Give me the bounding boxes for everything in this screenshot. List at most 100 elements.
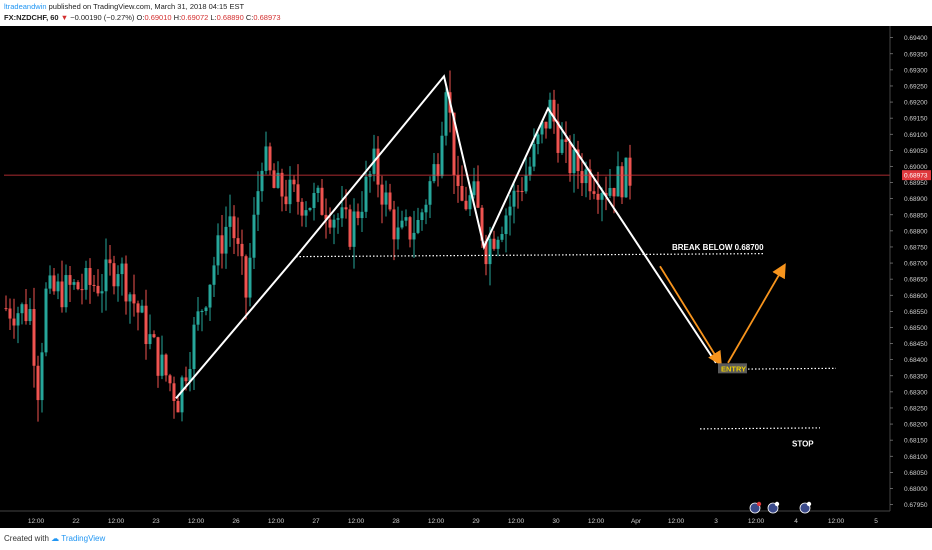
candle-body: [300, 201, 304, 216]
time-tick-label: 29: [472, 518, 480, 525]
candle-body: [44, 288, 48, 353]
chart-area[interactable]: 0.69400 0.69350 0.69300 0.69250 0.69200 0.691…: [0, 26, 932, 528]
candle-body: [200, 310, 204, 312]
candle-body: [184, 377, 188, 382]
tradingview-brand[interactable]: TradingView: [61, 534, 106, 543]
chart-header: ltradeandwin published on TradingView.co…: [0, 0, 932, 26]
price-tick-label: 0.68400: [904, 357, 928, 364]
candle-body: [600, 192, 604, 200]
candle-body: [60, 281, 64, 308]
candle-body: [332, 219, 336, 228]
candle-body: [152, 334, 156, 338]
candle-body: [464, 200, 468, 210]
time-tick-label: 12:00: [508, 518, 525, 525]
candle-body: [316, 187, 320, 194]
candle-body: [584, 169, 588, 184]
candle-body: [408, 217, 412, 240]
candle-body: [532, 144, 536, 167]
candle-body: [428, 181, 432, 205]
price-tick-label: 0.68350: [904, 373, 928, 380]
candle-body: [340, 207, 344, 219]
candle-body: [276, 172, 280, 188]
created-with-label: Created with: [4, 534, 49, 543]
candle-body: [580, 171, 584, 184]
candle-body: [552, 99, 556, 122]
candle-body: [312, 193, 316, 208]
price-tick-label: 0.67950: [904, 502, 928, 509]
candle-body: [304, 210, 308, 216]
close-value: 0.68973: [253, 13, 281, 22]
entry-label-box: [718, 363, 747, 374]
price-tick-label: 0.68550: [904, 309, 928, 316]
candle-body: [188, 368, 192, 382]
candle-body: [352, 211, 356, 247]
candle-body: [572, 149, 576, 174]
price-tick-label: 0.69100: [904, 132, 928, 139]
high-value: 0.69072: [181, 13, 209, 22]
time-tick-label: 12:00: [428, 518, 445, 525]
candle-body: [280, 172, 284, 197]
neckline-dotted: [295, 253, 765, 258]
candle-body: [400, 220, 404, 228]
candle-body: [92, 284, 96, 286]
candle-body: [244, 256, 248, 298]
candle-body: [192, 324, 196, 369]
candle-body: [204, 307, 208, 311]
price-tick-label: 0.69300: [904, 67, 928, 74]
author-link[interactable]: ltradeandwin: [4, 2, 47, 11]
annotations-layer: BREAK BELOW 0.68700 ENTRY STOP: [672, 243, 814, 514]
time-tick-label: 27: [312, 518, 320, 525]
candle-body: [616, 166, 620, 197]
publish-info: published on TradingView.com, March 31, …: [48, 2, 245, 11]
candle-body: [336, 218, 340, 220]
price-tick-label: 0.68250: [904, 405, 928, 412]
price-chart[interactable]: 0.69400 0.69350 0.69300 0.69250 0.69200 0.691…: [0, 26, 932, 528]
candle-body: [504, 215, 508, 235]
candle-body: [208, 284, 212, 308]
price-tick-label: 0.68650: [904, 277, 928, 284]
symbol-label: FX:NZDCHF, 60: [4, 13, 59, 22]
tradingview-logo-icon: ☁: [51, 534, 60, 543]
candle-body: [360, 211, 364, 219]
last-price-badge: [902, 170, 931, 181]
candle-body: [212, 265, 216, 285]
candles-layer: [4, 70, 632, 422]
candle-body: [528, 166, 532, 176]
time-tick-label: 22: [72, 518, 80, 525]
candle-body: [196, 311, 200, 325]
candle-body: [588, 169, 592, 192]
candle-body: [376, 148, 380, 185]
candle-body: [404, 217, 408, 221]
candle-body: [540, 121, 544, 135]
time-tick-label: 3: [714, 518, 718, 525]
candle-body: [412, 232, 416, 240]
candle-body: [48, 275, 52, 289]
candle-body: [344, 207, 348, 210]
candle-body: [268, 146, 272, 171]
candle-body: [628, 157, 632, 186]
high-label: H:: [173, 13, 182, 22]
price-axis: 0.69400 0.69350 0.69300 0.69250 0.69200 0.691…: [889, 26, 931, 511]
price-tick-label: 0.68050: [904, 470, 928, 477]
candle-body: [164, 354, 168, 376]
candle-body: [500, 234, 504, 240]
time-tick-label: 12:00: [188, 518, 205, 525]
candle-body: [460, 185, 464, 201]
candle-body: [180, 377, 184, 413]
price-tick-label: 0.68500: [904, 325, 928, 332]
time-tick-label: 23: [152, 518, 160, 525]
time-tick-label: 28: [392, 518, 400, 525]
candle-body: [216, 235, 220, 266]
time-tick-label: 26: [232, 518, 240, 525]
candle-body: [12, 318, 16, 326]
idea-marker-dot-icon: [806, 501, 812, 507]
candle-body: [492, 238, 496, 249]
candle-body: [484, 240, 488, 265]
candle-body: [104, 259, 108, 292]
candle-body: [20, 304, 24, 314]
candle-body: [252, 214, 256, 258]
last-price-label: 0.68973: [904, 173, 928, 180]
candle-body: [560, 139, 564, 153]
candle-body: [476, 181, 480, 208]
candle-body: [160, 354, 164, 376]
